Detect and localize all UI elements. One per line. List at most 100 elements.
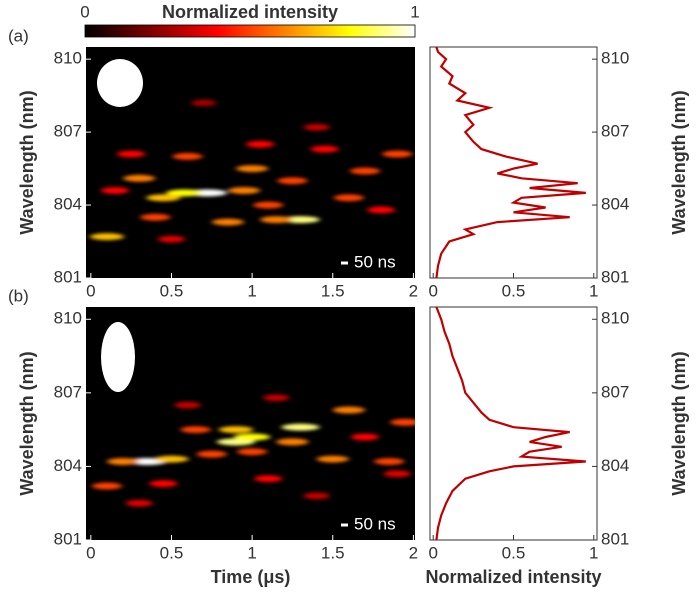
y-axis-label: Wavelength (nm): [17, 351, 37, 495]
colorbar-title: Normalized intensity: [162, 2, 338, 22]
panel-label: (a): [8, 26, 29, 45]
y-tick-label: 810: [601, 49, 629, 68]
y-tick-label: 807: [601, 382, 629, 401]
intensity-spot: [351, 433, 380, 441]
y-axis-label: Wavelength (nm): [17, 90, 37, 234]
intensity-spot: [276, 438, 309, 446]
x-axis-label: Normalized intensity: [425, 567, 601, 587]
x-tick-label: 1: [589, 281, 598, 300]
intensity-spot: [281, 216, 320, 224]
y-tick-label: 810: [601, 309, 629, 328]
colorbar-tick-label: 0: [80, 2, 89, 21]
x-tick-label: 0.5: [502, 281, 526, 300]
intensity-profile: [435, 306, 586, 541]
intensity-spot: [196, 450, 227, 458]
intensity-spot: [123, 174, 156, 182]
intensity-spot: [236, 165, 269, 173]
x-tick-label: 2: [409, 281, 418, 300]
y-tick-label: 807: [601, 122, 629, 141]
x-tick-label: 1: [247, 281, 256, 300]
intensity-spot: [211, 218, 244, 226]
intensity-spot: [237, 448, 268, 456]
intensity-spot: [316, 455, 349, 463]
intensity-spot: [390, 418, 415, 426]
x-tick-label: 0.5: [160, 543, 184, 562]
intensity-spot: [374, 458, 405, 466]
panel-label: (b): [8, 286, 29, 305]
intensity-spot: [303, 123, 330, 131]
y-tick-label: 801: [54, 267, 82, 286]
y-tick-label: 804: [54, 456, 82, 475]
x-tick-label: 0.5: [160, 281, 184, 300]
y-tick-label: 807: [54, 382, 82, 401]
intensity-spot: [333, 194, 364, 202]
intensity-spot: [303, 492, 330, 500]
y-tick-label: 804: [601, 195, 629, 214]
colorbar-tick-label: 1: [410, 2, 419, 21]
colorbar: [84, 24, 416, 38]
spots: [89, 99, 413, 243]
intensity-spot: [253, 201, 284, 209]
intensity-spot: [154, 455, 189, 463]
intensity-spot: [172, 152, 203, 160]
x-tick-label: 0.5: [502, 543, 526, 562]
intensity-spot: [166, 189, 203, 197]
intensity-spot: [218, 426, 253, 434]
intensity-spot: [125, 499, 153, 507]
x-tick-label: 2: [409, 543, 418, 562]
intensity-spot: [140, 213, 171, 221]
intensity-profile: [435, 46, 586, 279]
intensity-spot: [149, 480, 178, 488]
y-tick-label: 804: [54, 195, 82, 214]
intensity-spot: [263, 394, 290, 402]
intensity-spot: [246, 140, 275, 148]
y-tick-label: 810: [54, 309, 82, 328]
x-tick-label: 1.5: [321, 543, 345, 562]
intensity-spot: [146, 194, 181, 202]
x-tick-label: 0: [86, 281, 95, 300]
x-tick-label: 1: [247, 543, 256, 562]
intensity-spot: [367, 206, 396, 214]
beam-spot: [101, 322, 135, 392]
plot-frame: [429, 306, 598, 541]
intensity-spot: [234, 433, 271, 441]
x-tick-label: 0: [428, 543, 437, 562]
y-axis-label: Wavelength (nm): [669, 351, 689, 495]
intensity-spot: [101, 186, 130, 194]
y-axis-label: Wavelength (nm): [669, 90, 689, 234]
y-tick-label: 804: [601, 456, 629, 475]
intensity-spot: [260, 216, 293, 224]
intensity-spot: [254, 475, 283, 483]
intensity-spot: [277, 177, 308, 185]
x-axis-label: Time (μs): [211, 567, 291, 587]
y-tick-label: 801: [601, 267, 629, 286]
plot-frame: [429, 46, 598, 279]
intensity-spot: [107, 458, 140, 466]
y-tick-label: 807: [54, 122, 82, 141]
intensity-spot: [382, 150, 413, 158]
intensity-spot: [89, 233, 124, 241]
intensity-spot: [228, 186, 261, 194]
intensity-spot: [332, 406, 365, 414]
intensity-spot: [191, 99, 217, 107]
intensity-spot: [310, 145, 339, 153]
intensity-spot: [180, 426, 211, 434]
intensity-spot: [383, 470, 411, 478]
intensity-spot: [157, 235, 185, 243]
x-tick-label: 1.5: [321, 281, 345, 300]
intensity-spot: [350, 167, 381, 175]
y-tick-label: 801: [54, 529, 82, 548]
intensity-spot: [117, 150, 146, 158]
x-tick-label: 0: [428, 281, 437, 300]
spots: [91, 394, 415, 507]
scale-label: 50 ns: [354, 514, 396, 533]
beam-spot: [97, 59, 143, 107]
intensity-spot: [174, 401, 201, 409]
y-tick-label: 801: [601, 529, 629, 548]
x-tick-label: 0: [86, 543, 95, 562]
intensity-spot: [281, 423, 320, 431]
intensity-spot: [91, 482, 122, 490]
x-tick-label: 1: [589, 543, 598, 562]
y-tick-label: 810: [54, 49, 82, 68]
